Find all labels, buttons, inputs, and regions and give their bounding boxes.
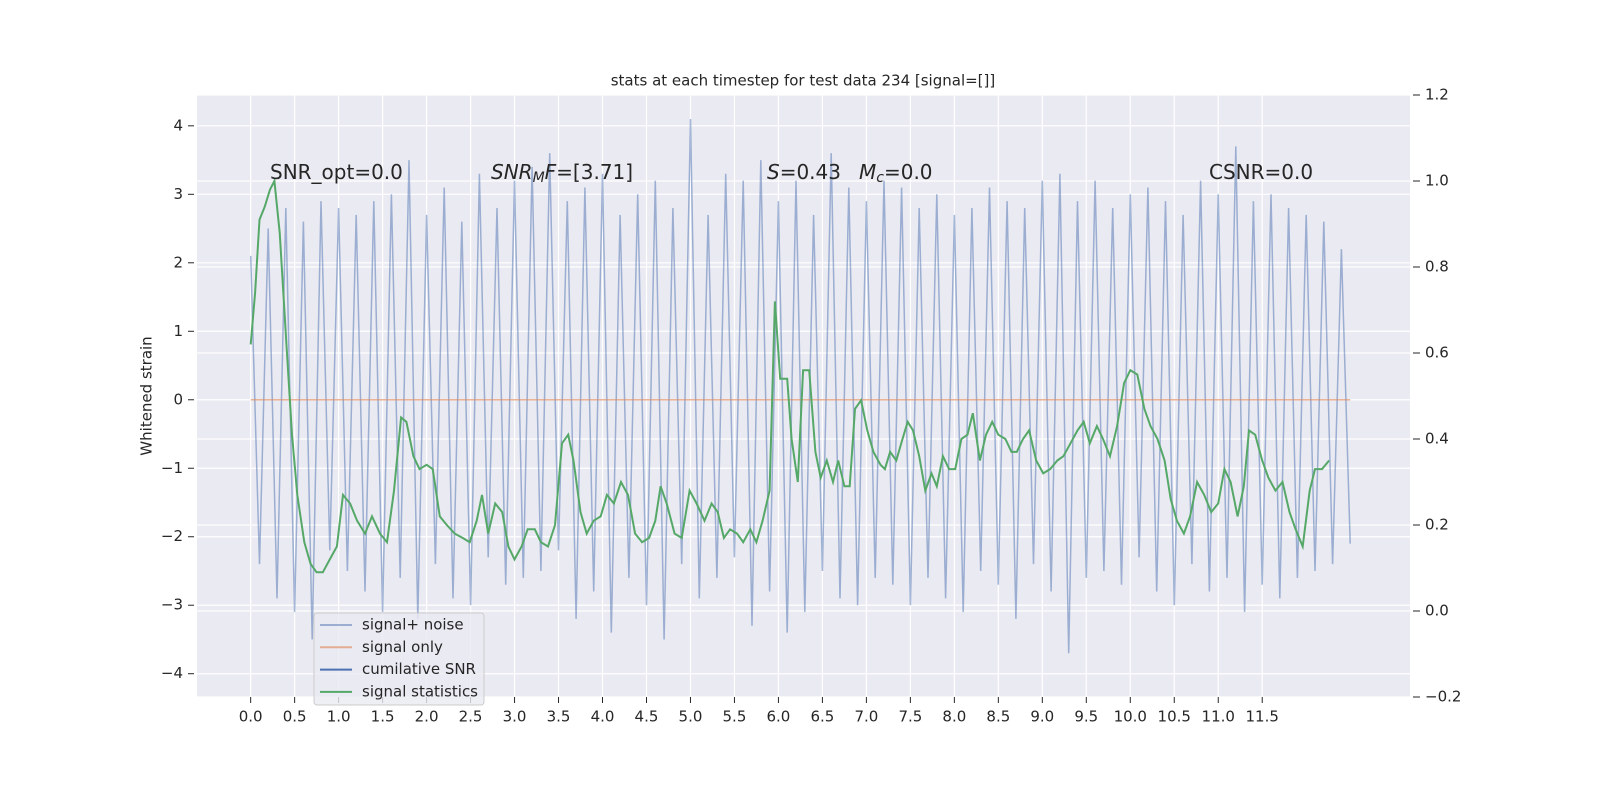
y-tick-label: 2 (173, 253, 183, 271)
annotation: SNRMF=[3.71] (491, 160, 633, 187)
x-tick-label: 3.5 (547, 708, 571, 726)
x-tick-label: 0.5 (283, 708, 307, 726)
chart-title: stats at each timestep for test data 234… (611, 72, 996, 90)
marks (249, 118, 1351, 654)
x-tick-label: 4.5 (635, 708, 659, 726)
x-tick-label: 11.0 (1202, 708, 1235, 726)
y2-tick-label: −0.2 (1425, 688, 1461, 706)
annotation-part: F (545, 160, 557, 184)
y2-tick-label: 0.2 (1425, 516, 1449, 534)
y-tick-label: −1 (161, 459, 183, 477)
legend-label: signal+ noise (362, 616, 464, 634)
annotation-part: =0.0 (884, 160, 933, 184)
y-tick-label: −2 (161, 527, 183, 545)
y2-tick-label: 0.6 (1425, 344, 1449, 362)
x-tick-label: 0.0 (239, 708, 263, 726)
y2-tick-label: 0.0 (1425, 602, 1449, 620)
y2-tick-label: 1.2 (1425, 86, 1449, 104)
y-tick-label: 0 (173, 390, 183, 408)
x-tick-label: 10.5 (1158, 708, 1191, 726)
annotation: S=0.43 (767, 160, 841, 184)
legend-box (313, 612, 485, 706)
x-tick-label: 8.5 (986, 708, 1010, 726)
x-tick-label: 2.0 (415, 708, 439, 726)
annotation-part: M (859, 160, 876, 184)
y-tick-label: −4 (161, 664, 183, 682)
annotation: CSNR=0.0 (1209, 160, 1313, 184)
x-tick-label: 10.0 (1114, 708, 1147, 726)
legend-label: signal statistics (362, 682, 478, 700)
x-tick-label: 4.0 (591, 708, 615, 726)
annotation-part: =0.43 (780, 160, 841, 184)
annotation-part: S (767, 160, 780, 184)
y-axis-label: Whitened strain (138, 336, 156, 455)
series-line (249, 118, 1351, 654)
y2-tick-label: 0.8 (1425, 258, 1449, 276)
annotation-part: c (876, 170, 884, 186)
x-tick-label: 9.5 (1074, 708, 1098, 726)
annotation: SNR_opt=0.0 (270, 160, 403, 184)
annotation: Mc=0.0 (859, 160, 933, 187)
x-tick-label: 7.0 (854, 708, 878, 726)
annotation-part: CSNR=0.0 (1209, 160, 1313, 184)
x-tick-label: 11.5 (1246, 708, 1279, 726)
x-tick-label: 3.0 (503, 708, 527, 726)
annotation-part: M (533, 170, 545, 186)
x-tick-label: 5.5 (723, 708, 747, 726)
x-tick-label: 1.0 (327, 708, 351, 726)
labels: 0.0 0.5 1.0 1.5 2.0 2.5 3.0 3.5 4.0 4.5 5.0 5.5 6.0 6… (161, 86, 1462, 726)
annotation-part: SNR_opt=0.0 (270, 160, 403, 184)
x-tick-label: 5.0 (679, 708, 703, 726)
x-tick-label: 1.5 (371, 708, 395, 726)
legend-label: signal only (362, 638, 443, 656)
annotation-part: =[3.71] (556, 160, 633, 184)
y-tick-label: 4 (173, 116, 183, 134)
y2-tick-label: 1.0 (1425, 172, 1449, 190)
x-tick-label: 7.5 (898, 708, 922, 726)
x-tick-label: 8.0 (942, 708, 966, 726)
x-tick-label: 6.5 (810, 708, 834, 726)
y2-tick-label: 0.4 (1425, 430, 1449, 448)
annotation-part: SNR (491, 160, 533, 184)
y-tick-label: 3 (173, 185, 183, 203)
y-tick-label: −3 (161, 596, 183, 614)
x-tick-label: 6.0 (767, 708, 791, 726)
x-tick-label: 2.5 (459, 708, 483, 726)
series-line (249, 177, 1330, 574)
x-tick-label: 9.0 (1030, 708, 1054, 726)
y-tick-label: 1 (173, 322, 183, 340)
legend-label: cumilative SNR (362, 660, 476, 678)
plot-area (197, 95, 1410, 697)
